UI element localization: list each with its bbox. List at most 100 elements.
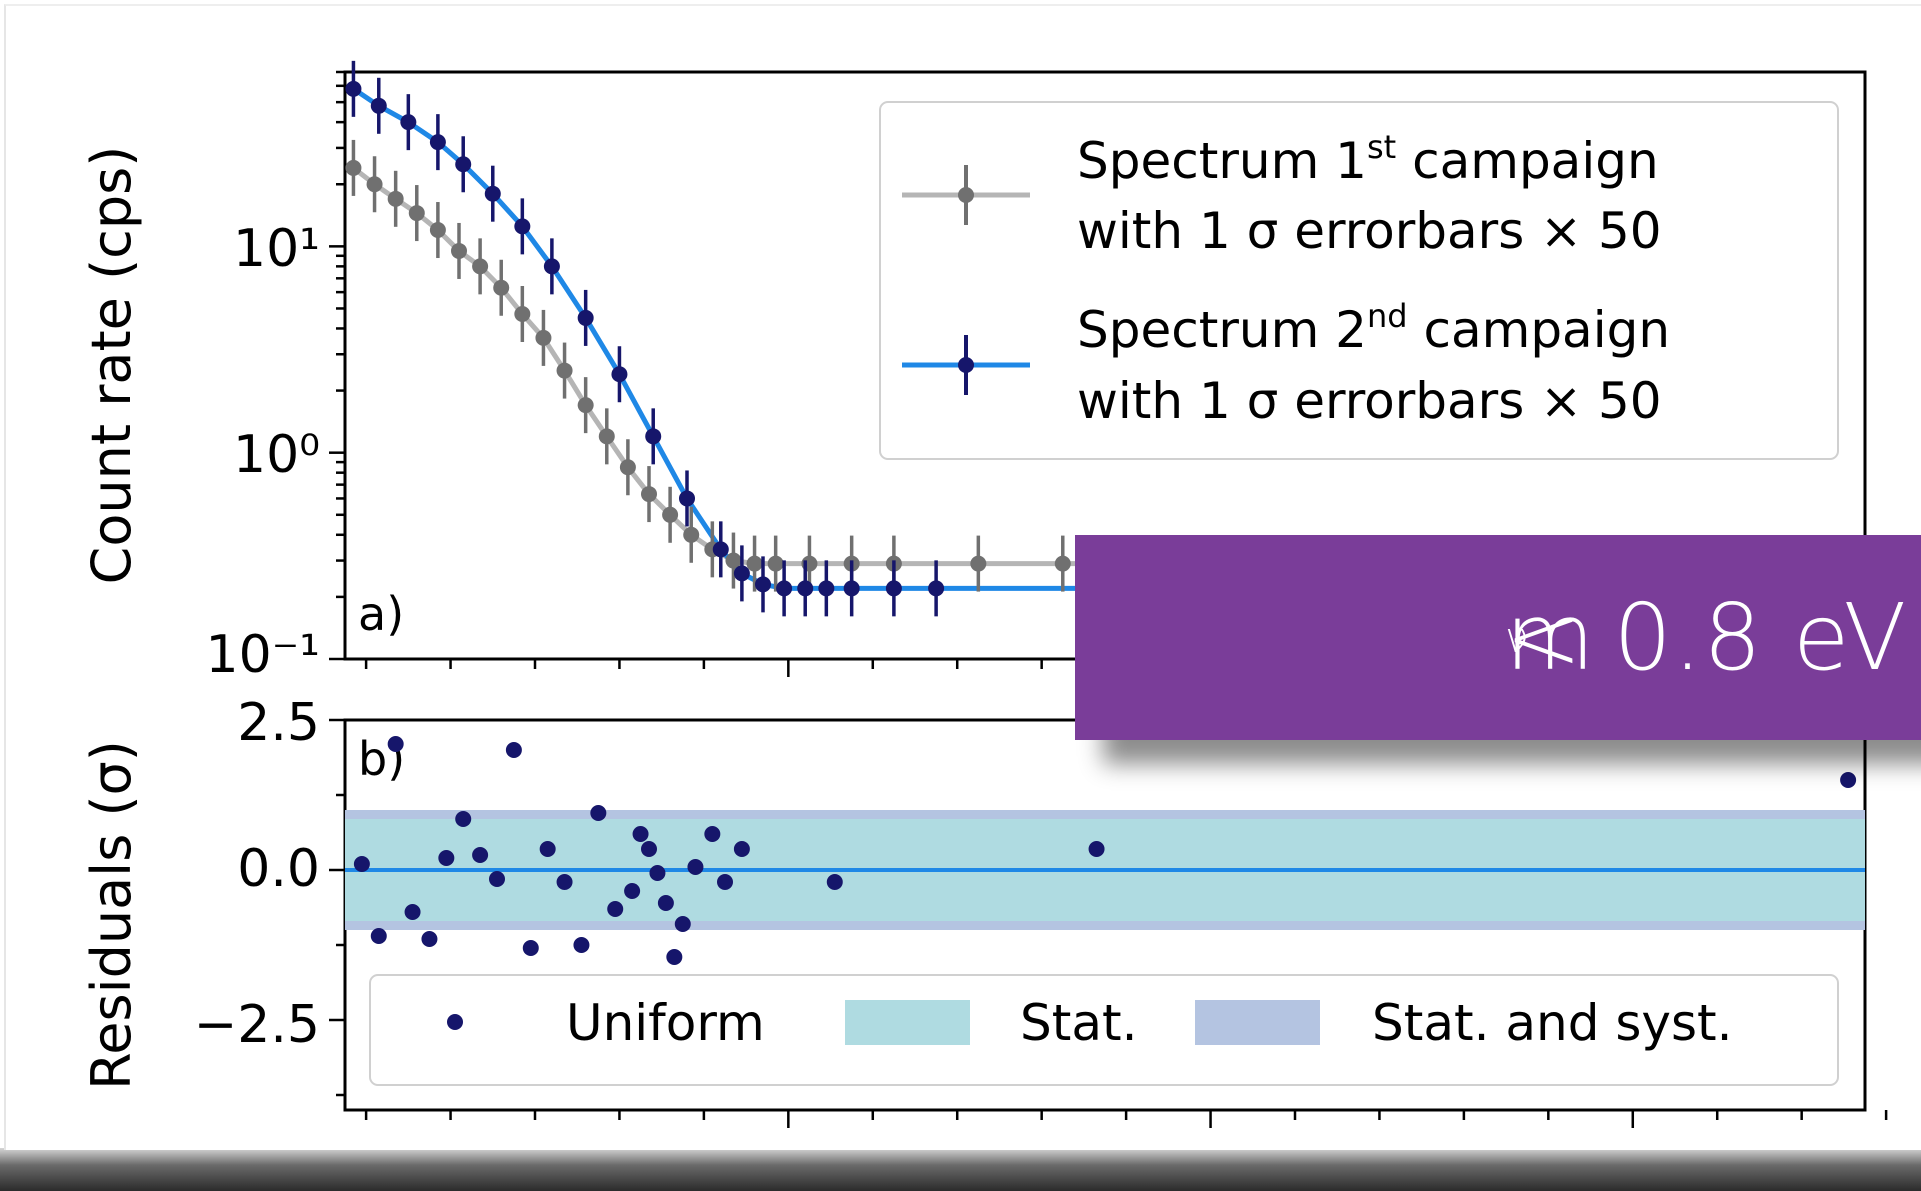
result-banner: mν < 0.8 eV ( — [1075, 535, 1921, 740]
residual-point — [404, 904, 421, 920]
legend-entry-stat: Stat. — [1020, 994, 1137, 1052]
panel-b-ytick-label: −2.5 — [194, 995, 320, 1055]
data-points — [345, 60, 1857, 965]
data-point-series-1 — [387, 190, 404, 207]
data-point-series-1 — [556, 362, 573, 379]
data-point-series-1 — [429, 222, 446, 239]
legend-swatch-uniform — [447, 1014, 463, 1030]
panel-a-ylabel: Count rate (cps) — [80, 146, 143, 585]
data-point-series-1 — [577, 397, 594, 414]
legend-swatch-dot-1 — [958, 187, 974, 203]
legend-entry-uniform: Uniform — [566, 994, 765, 1052]
fit-line-2 — [352, 86, 1865, 591]
data-point-series-1 — [746, 555, 763, 572]
data-point-series-2 — [345, 80, 362, 97]
panel-b-ytick-label: 2.5 — [237, 693, 320, 753]
data-point-series-2 — [755, 576, 771, 593]
data-point-series-1 — [641, 486, 657, 503]
legend-entry-stat-syst: Stat. and syst. — [1372, 994, 1733, 1052]
data-point-series-2 — [645, 428, 662, 445]
residual-point — [505, 742, 522, 758]
panel-a-legend: Spectrum 1st campaign with 1 σ errorbars… — [879, 101, 1839, 460]
data-point-series-2 — [455, 156, 472, 173]
fit-lines — [345, 86, 1865, 872]
residual-point — [539, 841, 556, 857]
data-point-series-2 — [797, 580, 814, 597]
data-point-series-1 — [619, 459, 636, 476]
data-point-series-1 — [662, 506, 679, 523]
residual-point — [624, 883, 641, 899]
data-point-series-2 — [885, 580, 902, 597]
residual-point — [687, 859, 704, 875]
data-point-series-2 — [543, 258, 560, 275]
data-point-series-2 — [712, 541, 729, 558]
residual-point — [489, 871, 505, 887]
data-point-series-2 — [679, 490, 695, 507]
residual-point — [641, 841, 657, 857]
residual-point — [1088, 841, 1105, 857]
legend-box — [369, 974, 1839, 1086]
data-point-series-1 — [725, 552, 742, 569]
residual-point — [438, 850, 455, 866]
residual-point — [573, 937, 590, 953]
residual-point — [455, 811, 472, 827]
data-point-series-1 — [683, 526, 700, 543]
residual-point — [607, 901, 624, 917]
legend-entry-1-line1: Spectrum 1st campaign — [1077, 128, 1659, 190]
data-point-series-1 — [767, 555, 784, 572]
residual-point — [472, 847, 489, 863]
data-point-series-2 — [733, 565, 750, 582]
data-point-series-1 — [514, 306, 531, 323]
data-point-series-1 — [472, 258, 489, 275]
legend-entry-1-line2: with 1 σ errorbars × 50 — [1077, 202, 1662, 260]
data-point-series-1 — [1054, 555, 1071, 572]
panel-a-ytick-label: 10⁰ — [233, 425, 320, 485]
residual-point — [632, 826, 649, 842]
legend-entry-2-line2: with 1 σ errorbars × 50 — [1077, 372, 1662, 430]
legend-box — [879, 101, 1839, 460]
data-point-series-1 — [493, 279, 510, 296]
data-point-series-2 — [818, 580, 835, 597]
data-point-series-1 — [970, 555, 987, 572]
legend-swatch-dot-2 — [958, 357, 974, 373]
data-point-series-2 — [370, 97, 387, 114]
data-point-series-1 — [535, 329, 552, 346]
data-point-series-2 — [577, 309, 594, 326]
panel-b-ylabel: Residuals (σ) — [80, 740, 143, 1090]
residual-point — [733, 841, 750, 857]
panel-b-legend: Uniform Stat. Stat. and syst. — [369, 974, 1839, 1086]
legend-entry-2-line1: Spectrum 2nd campaign — [1077, 297, 1670, 359]
data-point-series-1 — [408, 205, 425, 222]
page-shadow — [0, 1148, 1921, 1191]
panel-b-ytick-label: 0.0 — [237, 839, 320, 899]
residual-point — [421, 931, 438, 947]
residual-point — [387, 736, 404, 752]
residual-point — [666, 949, 683, 965]
data-point-series-1 — [345, 159, 362, 176]
data-point-series-2 — [514, 218, 531, 235]
residual-point — [657, 895, 674, 911]
data-point-series-2 — [611, 366, 628, 383]
residual-point — [522, 940, 539, 956]
residual-point — [649, 865, 666, 881]
residual-point — [674, 916, 691, 932]
panel-a-label: a) — [358, 587, 404, 641]
panel-a-ytick-label: 10¹ — [233, 219, 320, 279]
residual-point — [590, 805, 607, 821]
data-point-series-1 — [366, 176, 383, 193]
residual-point — [370, 928, 387, 944]
data-point-series-1 — [451, 242, 467, 259]
residual-point — [704, 826, 721, 842]
data-point-series-2 — [429, 134, 446, 151]
legend-swatch-stat — [845, 1000, 970, 1045]
data-point-series-1 — [598, 428, 615, 445]
legend-swatch-stat-syst — [1195, 1000, 1320, 1045]
residual-point — [826, 874, 843, 890]
fit-line-1 — [351, 165, 1865, 567]
panel-a-ytick-label: 10⁻¹ — [206, 625, 320, 685]
data-point-series-2 — [400, 114, 417, 131]
residual-point — [1840, 772, 1857, 788]
residual-point — [717, 874, 733, 890]
